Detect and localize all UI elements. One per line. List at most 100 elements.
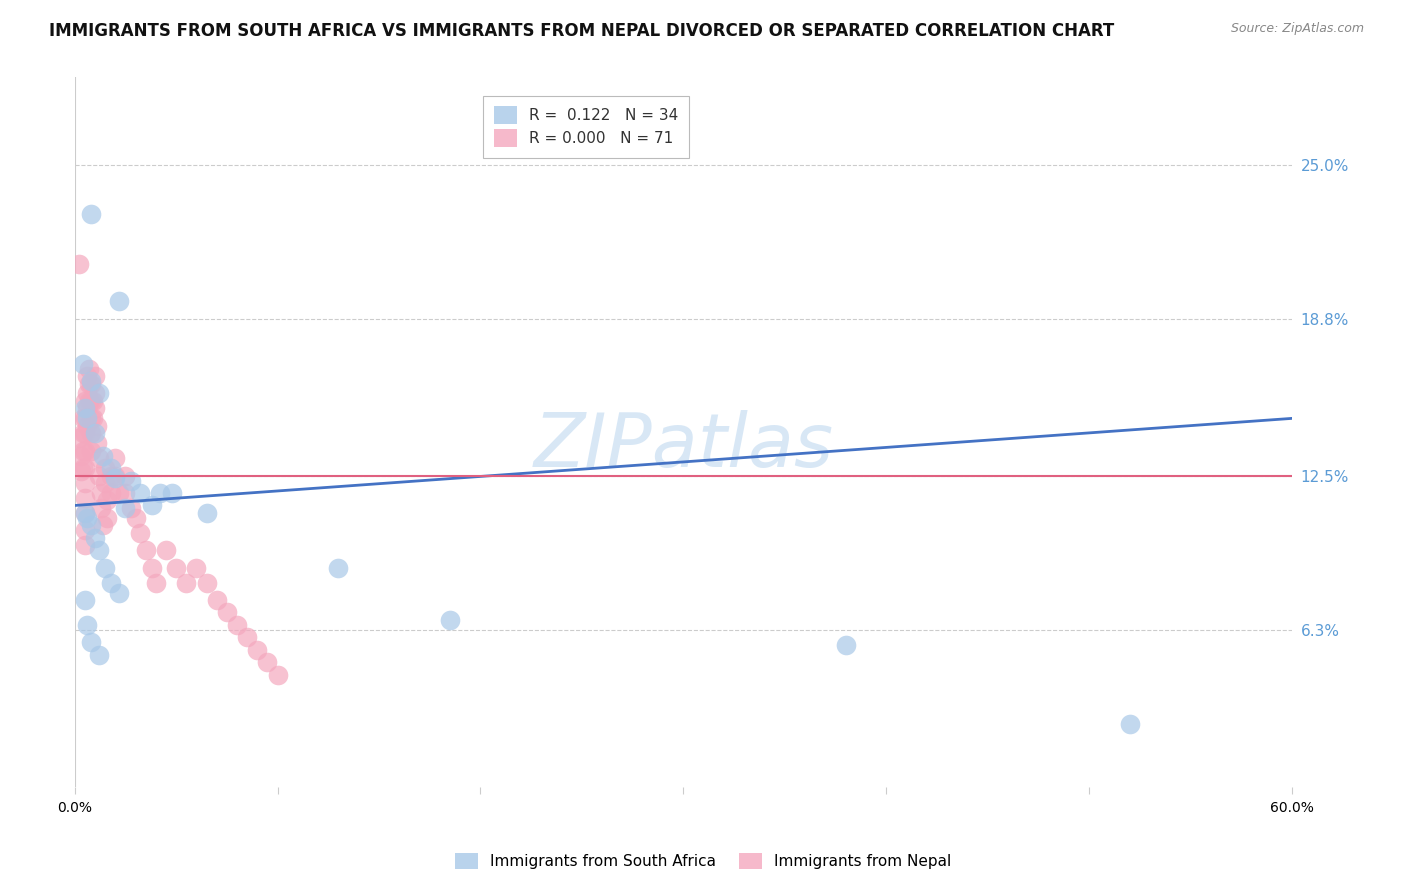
Point xyxy=(100,575,122,590)
Point xyxy=(141,560,163,574)
Point xyxy=(91,518,114,533)
Point xyxy=(108,585,131,599)
Point xyxy=(73,506,96,520)
Point xyxy=(205,593,228,607)
Point xyxy=(72,426,94,441)
Point xyxy=(236,631,259,645)
Point xyxy=(73,426,96,441)
Point xyxy=(96,511,118,525)
Point xyxy=(80,443,103,458)
Point xyxy=(67,257,90,271)
Point xyxy=(84,401,107,416)
Point xyxy=(141,499,163,513)
Point xyxy=(84,426,107,441)
Point xyxy=(80,393,103,408)
Point xyxy=(73,476,96,491)
Point xyxy=(94,461,117,475)
Point xyxy=(104,468,127,483)
Point xyxy=(87,543,110,558)
Point xyxy=(1119,717,1142,731)
Point xyxy=(149,486,172,500)
Point xyxy=(174,575,197,590)
Point xyxy=(72,411,94,425)
Point xyxy=(69,464,91,478)
Point xyxy=(160,486,183,500)
Point xyxy=(84,369,107,384)
Point xyxy=(100,461,122,475)
Point xyxy=(108,486,131,500)
Point xyxy=(128,486,150,500)
Point xyxy=(76,386,98,401)
Point xyxy=(215,606,238,620)
Point xyxy=(114,468,136,483)
Point xyxy=(77,393,100,408)
Point xyxy=(84,531,107,545)
Point xyxy=(73,411,96,425)
Point xyxy=(256,655,278,669)
Point xyxy=(121,474,143,488)
Point xyxy=(155,543,177,558)
Point xyxy=(108,294,131,309)
Point xyxy=(82,393,104,408)
Point xyxy=(80,518,103,533)
Point xyxy=(87,451,110,466)
Point xyxy=(100,468,122,483)
Point xyxy=(73,538,96,552)
Point xyxy=(86,418,108,433)
Point xyxy=(80,635,103,649)
Point xyxy=(73,491,96,505)
Point xyxy=(77,361,100,376)
Point xyxy=(80,426,103,441)
Point xyxy=(72,443,94,458)
Point xyxy=(82,411,104,425)
Point xyxy=(100,486,122,500)
Point xyxy=(73,401,96,416)
Point xyxy=(87,468,110,483)
Point xyxy=(84,386,107,401)
Point xyxy=(114,500,136,515)
Point xyxy=(246,642,269,657)
Point xyxy=(195,506,218,520)
Point xyxy=(76,618,98,632)
Point xyxy=(439,613,461,627)
Text: ZIPatlas: ZIPatlas xyxy=(533,410,834,483)
Point xyxy=(73,393,96,408)
Point xyxy=(266,667,288,681)
Point xyxy=(186,560,208,574)
Point xyxy=(73,443,96,458)
Point xyxy=(90,486,112,500)
Point xyxy=(73,506,96,520)
Point xyxy=(91,449,114,463)
Point xyxy=(77,376,100,391)
Point xyxy=(104,451,127,466)
Point xyxy=(165,560,187,574)
Point xyxy=(76,411,98,425)
Point xyxy=(80,411,103,425)
Point xyxy=(195,575,218,590)
Point xyxy=(72,357,94,371)
Point xyxy=(835,638,858,652)
Point xyxy=(76,369,98,384)
Text: IMMIGRANTS FROM SOUTH AFRICA VS IMMIGRANTS FROM NEPAL DIVORCED OR SEPARATED CORR: IMMIGRANTS FROM SOUTH AFRICA VS IMMIGRAN… xyxy=(49,22,1115,40)
Text: Source: ZipAtlas.com: Source: ZipAtlas.com xyxy=(1230,22,1364,36)
Point xyxy=(76,418,98,433)
Point xyxy=(73,593,96,607)
Point xyxy=(67,431,90,445)
Point xyxy=(226,618,249,632)
Point xyxy=(73,461,96,475)
Point xyxy=(145,575,167,590)
Point xyxy=(76,401,98,416)
Point xyxy=(96,493,118,508)
Point xyxy=(80,207,103,221)
Point xyxy=(128,525,150,540)
Point xyxy=(86,436,108,450)
Point xyxy=(87,386,110,401)
Point xyxy=(121,500,143,515)
Point xyxy=(94,560,117,574)
Point xyxy=(90,500,112,515)
Point xyxy=(76,511,98,525)
Point xyxy=(114,486,136,500)
Point xyxy=(87,648,110,662)
Point xyxy=(73,524,96,538)
Point xyxy=(328,560,350,574)
